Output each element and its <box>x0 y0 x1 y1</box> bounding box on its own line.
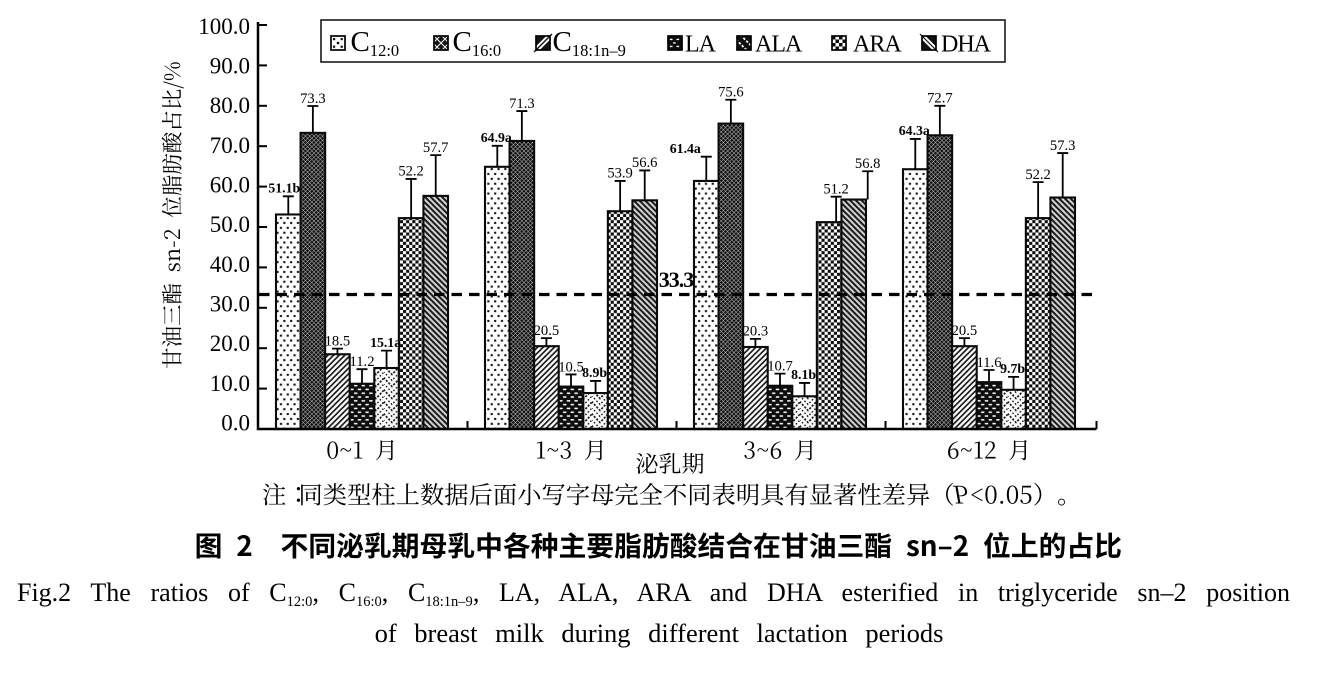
svg-text:15.1a: 15.1a <box>370 335 401 350</box>
svg-text:18.5: 18.5 <box>325 333 351 349</box>
svg-text:53.9: 53.9 <box>607 166 633 182</box>
svg-text:52.2: 52.2 <box>398 164 424 180</box>
svg-text:40.0: 40.0 <box>210 252 250 277</box>
svg-text:57.3: 57.3 <box>1050 138 1076 154</box>
svg-text:70.0: 70.0 <box>210 133 250 158</box>
svg-text:11.6: 11.6 <box>977 355 1002 371</box>
svg-text:20.3: 20.3 <box>743 324 769 340</box>
svg-text:ALA: ALA <box>755 32 803 58</box>
svg-text:30.0: 30.0 <box>210 291 250 316</box>
svg-text:100.0: 100.0 <box>198 14 250 39</box>
svg-text:10.7: 10.7 <box>767 359 793 375</box>
svg-text:52.2: 52.2 <box>1025 167 1051 183</box>
svg-text:80.0: 80.0 <box>210 93 250 118</box>
svg-text:ARA: ARA <box>853 32 902 58</box>
svg-text:51.2: 51.2 <box>823 182 849 198</box>
svg-text:DHA: DHA <box>941 32 992 58</box>
svg-text:64.9a: 64.9a <box>481 130 512 145</box>
svg-text:56.8: 56.8 <box>855 156 881 172</box>
svg-text:9.7b: 9.7b <box>1000 361 1025 376</box>
svg-text:75.6: 75.6 <box>718 85 744 101</box>
svg-text:20.5: 20.5 <box>952 323 978 339</box>
svg-text:73.3: 73.3 <box>300 91 326 107</box>
svg-text:90.0: 90.0 <box>210 54 250 79</box>
svg-text:11.2: 11.2 <box>350 354 375 370</box>
svg-text:72.7: 72.7 <box>927 91 953 107</box>
svg-text:56.6: 56.6 <box>632 155 658 171</box>
svg-text:10.5: 10.5 <box>558 359 584 375</box>
svg-text:8.1b: 8.1b <box>791 367 816 382</box>
svg-text:64.3a: 64.3a <box>899 123 930 138</box>
svg-text:71.3: 71.3 <box>509 96 535 112</box>
svg-text:20.0: 20.0 <box>210 331 250 356</box>
svg-text:10.0: 10.0 <box>210 371 250 396</box>
svg-text:0.0: 0.0 <box>221 410 250 435</box>
svg-text:57.7: 57.7 <box>423 140 449 156</box>
svg-text:60.0: 60.0 <box>210 173 250 198</box>
svg-text:LA: LA <box>685 32 717 58</box>
svg-text:50.0: 50.0 <box>210 212 250 237</box>
svg-text:51.1b: 51.1b <box>268 181 300 196</box>
svg-text:33.3: 33.3 <box>659 267 695 292</box>
svg-text:8.9b: 8.9b <box>582 365 607 380</box>
svg-text:20.5: 20.5 <box>534 323 560 339</box>
svg-text:61.4a: 61.4a <box>670 141 701 156</box>
